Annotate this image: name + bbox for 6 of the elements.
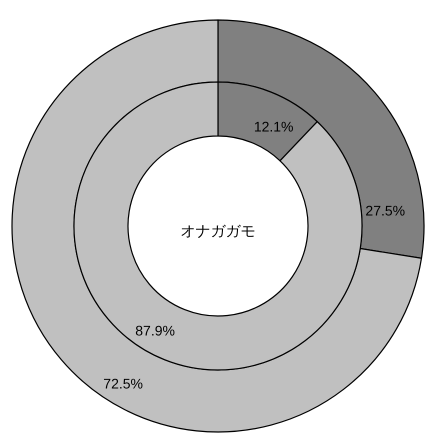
data-label: 27.5% [365, 202, 406, 218]
data-label: 72.5% [103, 376, 143, 392]
text: オナガガモ [180, 223, 256, 240]
data-label: 12.1% [254, 118, 294, 135]
data-label: 87.9% [135, 322, 175, 339]
donut-slice [12, 19, 422, 433]
